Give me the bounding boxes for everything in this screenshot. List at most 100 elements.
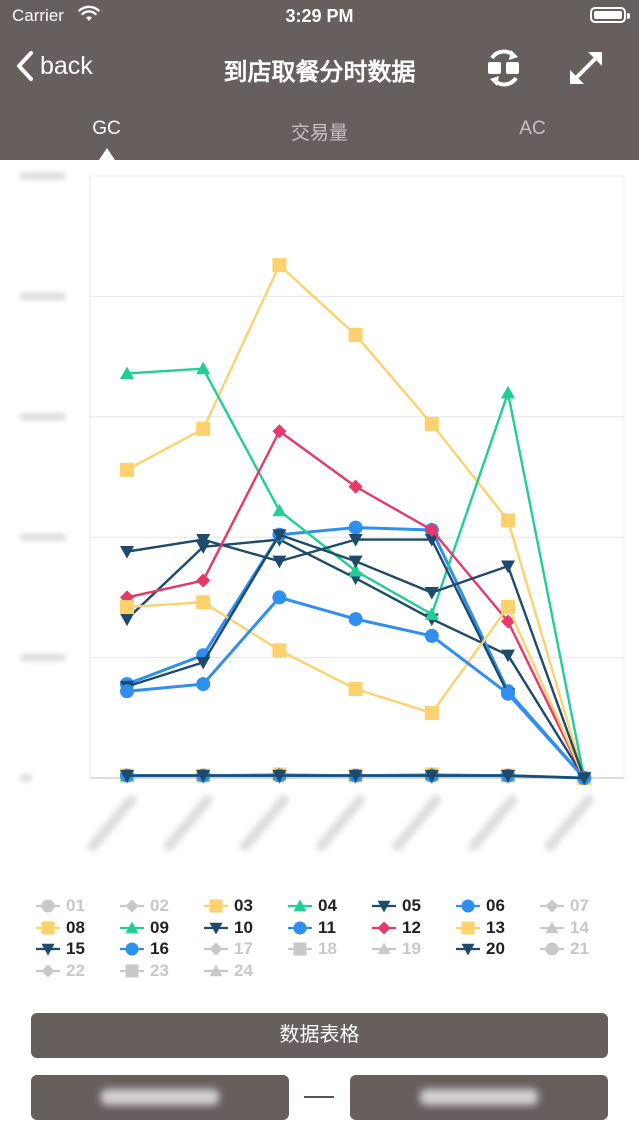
data-point [41,921,55,934]
data-table-button[interactable]: 数据表格 [31,1013,608,1058]
triangle-down-marker-icon [372,900,396,913]
end-date-blurred [420,1089,538,1105]
legend-label: 14 [570,917,589,937]
square-marker-icon [288,942,312,956]
expand-icon[interactable] [566,48,606,88]
triangle-down-marker-icon [204,922,228,934]
data-point [577,772,592,785]
legend-item-11[interactable]: 11 [288,918,336,938]
data-point [120,546,134,559]
legend-item-04[interactable]: 04 [288,896,337,916]
legend-item-15[interactable]: 15 [36,939,85,959]
page-title: 到店取餐分时数据 [223,59,416,86]
triangle-up-marker-icon [120,921,144,933]
legend-item-17[interactable]: 17 [204,939,253,959]
data-point [41,964,55,977]
data-point [41,899,55,913]
data-point [272,529,287,542]
tab-transaction-volume[interactable]: 交易量 [290,123,348,144]
legend-item-23[interactable]: 23 [120,961,169,981]
data-point [293,899,307,912]
tab-ac[interactable]: AC [519,118,546,139]
legend-item-22[interactable]: 22 [36,961,85,981]
legend-label: 23 [150,960,169,980]
nav-bar: back 到店取餐分时数据 [0,36,639,96]
legend-item-07[interactable]: 07 [540,896,589,916]
legend-item-06[interactable]: 06 [456,896,505,916]
start-date-blurred [101,1089,219,1105]
data-point [424,534,439,547]
diamond-marker-icon [204,942,228,956]
legend-item-12[interactable]: 12 [372,918,421,938]
data-point [424,586,439,600]
data-point [196,677,211,692]
legend-item-03[interactable]: 03 [204,896,253,916]
legend-item-14[interactable]: 14 [540,918,589,938]
data-point [545,899,559,913]
carrier-label: Carrier [12,6,64,25]
data-point [501,600,515,615]
data-point [196,656,211,670]
data-point [125,921,139,933]
data-point [348,520,363,535]
data-point [501,686,515,701]
legend-label: 08 [66,917,85,937]
triangle-up-marker-icon [288,899,312,912]
data-point [196,769,211,783]
start-date-button[interactable] [31,1075,289,1120]
legend-label: 06 [486,896,505,915]
x-tick-label-blurred [163,794,213,852]
data-point [272,769,287,783]
data-point [120,462,134,477]
data-point [125,942,139,956]
data-point [209,942,223,956]
data-point [125,964,139,977]
data-point [272,258,287,273]
data-point [196,534,211,547]
legend-item-08[interactable]: 08 [36,918,85,938]
legend-item-24[interactable]: 24 [204,961,253,981]
data-point [125,899,139,913]
data-point [348,555,363,569]
data-point [120,769,134,783]
legend-label: 13 [486,917,505,937]
chart-series [120,258,592,785]
legend-item-10[interactable]: 10 [204,918,253,938]
legend-item-13[interactable]: 13 [456,918,505,938]
triangle-up-marker-icon [204,964,228,976]
legend-item-20[interactable]: 20 [456,939,505,959]
y-tick-label-blurred [20,172,66,180]
data-point [120,590,134,605]
end-date-button[interactable] [350,1075,608,1120]
data-point [424,522,439,537]
x-tick-label-blurred [468,794,518,852]
legend-label: 10 [234,917,253,937]
data-point [209,964,223,976]
data-point [348,681,363,696]
data-point [120,684,134,699]
legend-label: 19 [402,939,421,958]
legend-item-16[interactable]: 16 [120,939,169,959]
data-point [424,607,439,620]
legend-item-05[interactable]: 05 [372,896,421,916]
legend-item-02[interactable]: 02 [120,896,169,916]
data-point [209,899,223,913]
back-button[interactable]: back [16,48,93,84]
data-point [120,600,134,615]
legend-item-09[interactable]: 09 [120,918,169,938]
data-point [348,534,363,547]
tab-gc[interactable]: GC [92,118,121,139]
y-tick-label-blurred [20,412,66,421]
square-marker-icon [204,899,228,913]
legend-item-01[interactable]: 01 [36,896,85,916]
legend-item-18[interactable]: 18 [288,939,337,959]
legend-label: 22 [66,960,85,980]
switch-arrows-icon[interactable] [484,48,524,88]
legend-item-19[interactable]: 19 [372,939,421,959]
status-bar: Carrier 3:29 PM [0,0,639,32]
data-point [120,366,134,380]
diamond-marker-icon [120,899,144,913]
data-point [348,612,363,627]
series-15 [120,529,592,785]
legend-item-21[interactable]: 21 [540,939,589,959]
